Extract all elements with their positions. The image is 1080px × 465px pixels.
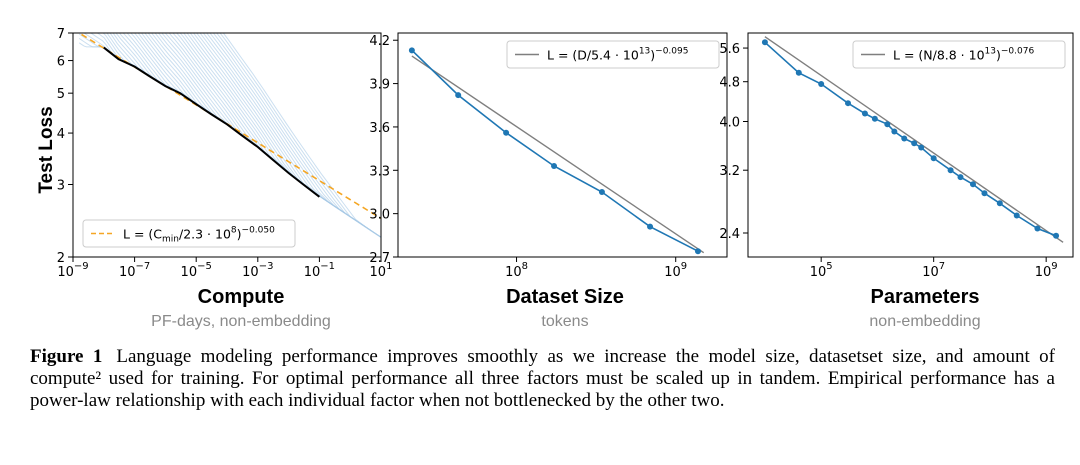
x-tick-label: 10−1 bbox=[304, 261, 335, 280]
y-tick-label: 3.9 bbox=[369, 78, 390, 93]
data-point bbox=[845, 100, 852, 107]
x-tick-label: 10−7 bbox=[119, 261, 150, 280]
x-tick-label: 105 bbox=[810, 261, 833, 280]
fit-line bbox=[411, 55, 705, 254]
learning-curve bbox=[118, 33, 227, 124]
panel-title-parameters: Parameters bbox=[870, 286, 980, 308]
plot-frame-2 bbox=[747, 32, 1074, 258]
y-tick-label: 3.2 bbox=[719, 164, 740, 179]
data-point bbox=[884, 121, 891, 128]
data-point bbox=[1034, 225, 1041, 232]
data-point bbox=[598, 188, 605, 195]
data-point bbox=[957, 174, 964, 181]
y-tick-label: 4.0 bbox=[719, 115, 740, 130]
panel-title-dataset-size: Dataset Size bbox=[506, 286, 624, 308]
legend-label: L = (D/5.4 · 1013)−0.095 bbox=[547, 47, 688, 63]
x-tick-label: 10−9 bbox=[57, 261, 88, 280]
learning-curve bbox=[179, 33, 339, 210]
legend-label: L = (N/8.8 · 1013)−0.076 bbox=[893, 47, 1034, 63]
plot-frame-1 bbox=[397, 32, 728, 258]
legend-label: L = (Cmin/2.3 · 108)−0.050 bbox=[123, 226, 275, 245]
data-point bbox=[455, 92, 462, 99]
data-point bbox=[947, 167, 954, 174]
data-point bbox=[930, 155, 937, 162]
y-tick-label: 5 bbox=[57, 87, 65, 102]
data-point bbox=[981, 190, 988, 197]
legend-box bbox=[82, 219, 296, 248]
data-point bbox=[551, 162, 558, 169]
learning-curve bbox=[212, 33, 381, 238]
data-point bbox=[891, 128, 898, 135]
panel-subtitle-parameters: non-embedding bbox=[869, 313, 981, 330]
learning-curve bbox=[96, 33, 187, 97]
x-tick-label: 10−3 bbox=[242, 261, 273, 280]
y-tick-label: 2.4 bbox=[719, 227, 740, 242]
figure-label: Figure 1 bbox=[30, 346, 103, 367]
legend-box bbox=[852, 40, 1066, 69]
y-tick-label: 4.8 bbox=[719, 76, 740, 91]
panel-subtitle-dataset-size: tokens bbox=[541, 313, 589, 330]
data-point bbox=[647, 223, 654, 230]
data-point bbox=[818, 80, 825, 87]
panel-title-compute: Compute bbox=[197, 286, 285, 308]
y-tick-label: 4 bbox=[57, 127, 65, 142]
data-point bbox=[694, 248, 701, 255]
figure-caption-text: Language modeling performance improves s… bbox=[30, 346, 1055, 411]
data-point bbox=[911, 140, 918, 147]
learning-curve bbox=[115, 33, 220, 120]
data-point bbox=[996, 200, 1003, 207]
legend-box bbox=[506, 40, 720, 69]
data-point bbox=[969, 181, 976, 188]
legend-2: L = (N/8.8 · 1013)−0.076 bbox=[852, 40, 1066, 69]
y-tick-label: 3.0 bbox=[369, 208, 390, 223]
data-point bbox=[408, 47, 415, 54]
data-point bbox=[795, 69, 802, 76]
data-line bbox=[764, 41, 1057, 237]
x-tick-label: 107 bbox=[922, 261, 945, 280]
data-point bbox=[761, 39, 768, 46]
x-tick-label: 101 bbox=[370, 261, 393, 280]
plot-frame-0 bbox=[72, 32, 382, 258]
legend-0: L = (Cmin/2.3 · 108)−0.050 bbox=[82, 219, 296, 248]
y-tick-label: 4.2 bbox=[369, 34, 390, 49]
y-tick-label: 7 bbox=[57, 27, 65, 42]
fit-line bbox=[764, 36, 1064, 243]
y-tick-label: 6 bbox=[57, 55, 65, 70]
data-point bbox=[918, 144, 925, 151]
learning-curve bbox=[189, 33, 359, 223]
x-tick-label: 109 bbox=[664, 261, 687, 280]
y-tick-label: 2.7 bbox=[369, 251, 390, 266]
data-line bbox=[411, 49, 699, 252]
panel-subtitle-compute: PF-days, non-embedding bbox=[151, 313, 331, 330]
y-tick-label: 3.3 bbox=[369, 164, 390, 179]
x-tick-label: 108 bbox=[505, 261, 528, 280]
y-tick-label: 3.6 bbox=[369, 121, 390, 136]
data-point bbox=[861, 110, 868, 117]
compute-frontier bbox=[103, 46, 321, 198]
data-point bbox=[1053, 232, 1060, 239]
x-tick-label: 109 bbox=[1035, 261, 1058, 280]
legend-1: L = (D/5.4 · 1013)−0.095 bbox=[506, 40, 720, 69]
y-tick-label: 2 bbox=[57, 251, 65, 266]
data-point bbox=[1013, 212, 1020, 219]
figure-caption: Figure 1 Language modeling performance im… bbox=[30, 346, 1055, 412]
x-tick-label: 10−5 bbox=[181, 261, 212, 280]
y-axis-label-test-loss: Test Loss bbox=[36, 106, 57, 193]
charts-figure: Test Loss 10−9 10−7 10−5 10−3 10−1 101 2 3 4 5 6 7 L… bbox=[36, 27, 1074, 280]
y-tick-label: 3 bbox=[57, 179, 65, 194]
learning-curve bbox=[222, 33, 381, 238]
data-point bbox=[871, 115, 878, 122]
data-point bbox=[503, 129, 510, 136]
compute-curves bbox=[77, 33, 381, 238]
y-tick-label: 5.6 bbox=[719, 42, 740, 57]
learning-curve bbox=[196, 33, 372, 232]
data-point bbox=[901, 135, 908, 142]
learning-curve bbox=[192, 33, 366, 228]
